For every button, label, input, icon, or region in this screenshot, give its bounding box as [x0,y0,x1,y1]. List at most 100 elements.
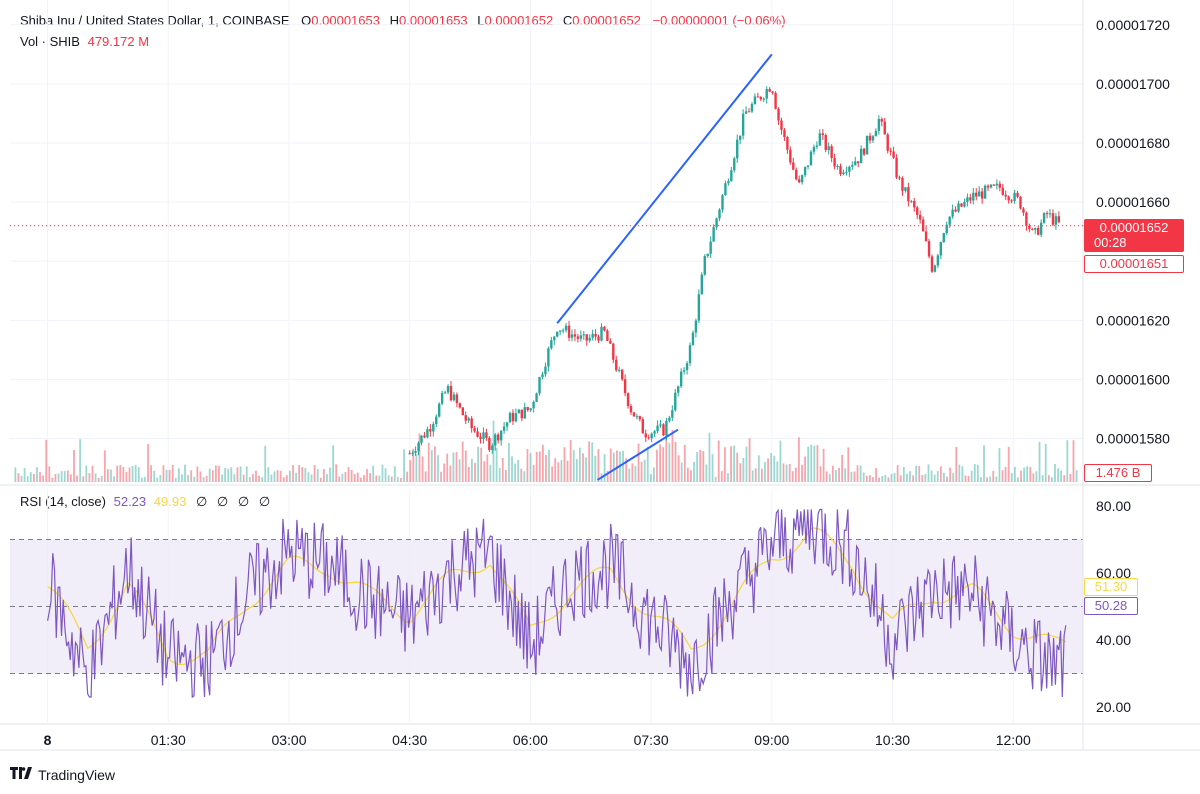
volume-legend: Vol · SHIB 479.172 M [20,34,149,49]
candle-body [411,452,414,454]
candle-body [656,425,659,432]
volume-bar [520,468,523,482]
candle-body [727,181,730,184]
candle-body [936,255,940,266]
candle-body [1051,213,1055,225]
candle-body [529,408,532,411]
volume-bar [252,474,254,482]
candle-body [408,453,411,455]
candle-body [497,434,500,441]
candle-body [1025,212,1028,226]
candle-body [591,333,594,338]
candle-body [874,130,878,137]
volume-bar [455,452,458,482]
volume-bar [1035,471,1038,482]
volume-bar [310,474,313,482]
candle-body [836,166,839,168]
volume-label[interactable]: Vol · SHIB [20,34,80,49]
tradingview-brand: TradingView [38,766,116,783]
candle-body [765,89,768,99]
candle-body [824,135,827,151]
candle-body [688,345,692,364]
volume-bar [835,469,837,482]
volume-bar [103,450,106,482]
candle-body [677,386,680,393]
volume-bar [298,465,301,482]
candle-body [488,437,491,451]
candle-body [730,170,733,182]
volume-bar [541,444,544,482]
volume-bar [961,466,964,482]
volume-bar [270,474,273,482]
volume-bar [1001,470,1004,482]
volume-bar [887,477,890,482]
candle-body [443,392,447,394]
candle-body [479,436,482,439]
symbol-title[interactable]: Shiba Inu / United States Dollar, 1, COI… [20,13,290,28]
candle-body [455,394,459,404]
volume-bar [936,471,939,482]
candle-body [682,370,686,372]
candle-body [414,451,417,453]
volume-bar [363,475,365,482]
volume-bar [881,475,884,482]
volume-bar [594,455,597,482]
volume-bar [403,449,405,482]
volume-bar [674,441,677,482]
volume-bar [742,458,745,482]
trendlines[interactable] [556,53,773,481]
candle-body [647,437,650,439]
volume-bar [372,465,375,482]
candle-body [1039,222,1043,235]
candle-body [762,98,765,100]
volume-bar [946,476,948,482]
rsi-y-tick-label: 40.00 [1096,632,1131,648]
tradingview-logo[interactable]: TradingView [10,766,115,783]
candle-body [429,429,432,432]
volume-bar [384,468,387,482]
volume-bar [853,471,856,482]
volume-bar [949,467,951,482]
volume-bar [788,463,791,482]
volume-bar [606,470,609,482]
candle-body [641,419,645,434]
volume-bar [921,474,924,482]
candle-body [470,418,473,429]
volume-bar [295,472,297,482]
volume-bar [421,456,424,482]
candle-body [653,431,656,434]
y-tick-label: 0.00001700 [1096,76,1170,92]
rsi-label[interactable]: RSI (14, close) [20,494,106,509]
volume-bar [727,473,729,482]
candle-body [644,433,647,438]
volume-bar [896,465,899,482]
candle-body [907,187,910,202]
candle-body [821,133,824,136]
volume-bar [29,472,32,482]
volume-bar [319,477,322,482]
volume-bar [637,443,640,482]
volume-bar [412,448,415,482]
volume-bar [631,463,634,482]
high-label: H [389,13,399,28]
volume-bar [989,476,992,482]
volume-bar [736,452,739,482]
volume-bar [483,461,486,482]
volume-bar [279,470,282,482]
candle-body [848,166,851,172]
volume-bar [14,467,17,482]
candle-body [703,256,706,275]
volume-bar [332,445,335,482]
volume-bars [14,420,1078,482]
volume-bar [322,469,325,482]
volume-bar [976,464,979,482]
volume-bar [42,475,45,482]
candle-body [806,165,810,167]
volume-bar [69,474,72,482]
axes: 0.000015800.000016000.000016200.00001640… [0,0,1200,751]
volume-bar [184,464,186,482]
candle-body [561,330,565,332]
candle-body [803,166,807,176]
volume-bar [208,468,211,482]
